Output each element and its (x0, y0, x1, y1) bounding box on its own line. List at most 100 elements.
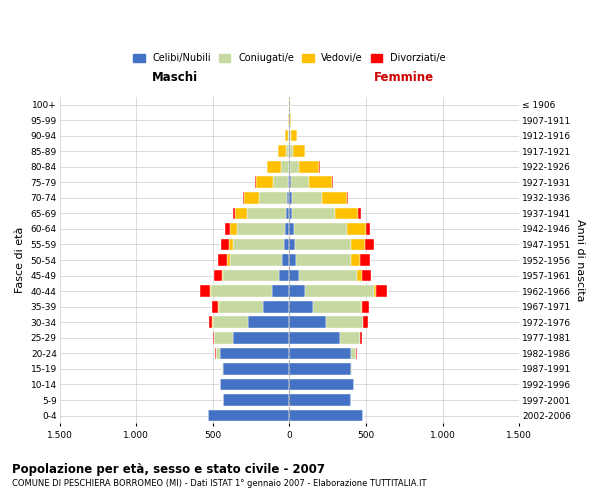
Bar (289, 208, 292, 219)
Bar (326, 316, 363, 328)
Bar (212, 301, 218, 312)
Bar (288, 130, 289, 141)
Bar (227, 254, 230, 266)
Bar (289, 270, 299, 281)
Bar (309, 176, 332, 188)
Bar (278, 146, 286, 157)
Bar (335, 208, 358, 219)
Bar (340, 332, 360, 344)
Bar (214, 270, 222, 281)
Bar (352, 238, 365, 250)
Bar (293, 146, 305, 157)
Bar (365, 238, 374, 250)
Bar (223, 363, 289, 375)
Bar (292, 208, 335, 219)
Bar (374, 286, 376, 297)
Bar (289, 254, 296, 266)
Bar (360, 332, 362, 344)
Bar (263, 301, 289, 312)
Bar (229, 238, 233, 250)
Bar (358, 270, 362, 281)
Bar (289, 316, 326, 328)
Bar (358, 208, 361, 219)
Bar (289, 301, 313, 312)
Bar (281, 254, 289, 266)
Bar (347, 192, 348, 203)
Bar (259, 192, 287, 203)
Bar (322, 192, 347, 203)
Bar (208, 410, 289, 422)
Bar (244, 192, 259, 203)
Bar (233, 208, 235, 219)
Bar (286, 208, 289, 219)
Bar (352, 254, 360, 266)
Bar (290, 176, 309, 188)
Bar (290, 130, 291, 141)
Bar (299, 270, 358, 281)
Bar (220, 378, 289, 390)
Bar (296, 254, 352, 266)
Bar (212, 332, 214, 344)
Bar (221, 238, 229, 250)
Bar (289, 286, 305, 297)
Bar (248, 316, 289, 328)
Bar (218, 254, 227, 266)
Bar (223, 270, 278, 281)
Bar (350, 348, 356, 359)
Bar (281, 161, 289, 172)
Bar (290, 161, 299, 172)
Bar (289, 378, 353, 390)
Bar (284, 238, 289, 250)
Bar (362, 301, 368, 312)
Bar (243, 192, 244, 203)
Bar (289, 363, 350, 375)
Bar (235, 208, 247, 219)
Bar (200, 286, 211, 297)
Bar (289, 176, 290, 188)
Bar (289, 192, 292, 203)
Bar (285, 223, 289, 235)
Bar (230, 254, 281, 266)
Bar (213, 316, 248, 328)
Bar (225, 223, 230, 235)
Bar (273, 176, 288, 188)
Bar (267, 161, 281, 172)
Bar (223, 394, 289, 406)
Bar (363, 316, 364, 328)
Bar (293, 223, 347, 235)
Bar (291, 130, 297, 141)
Bar (313, 301, 361, 312)
Bar (305, 286, 374, 297)
Bar (289, 394, 350, 406)
Bar (230, 223, 237, 235)
Text: Popolazione per età, sesso e stato civile - 2007: Popolazione per età, sesso e stato civil… (12, 462, 325, 475)
Bar (216, 348, 220, 359)
Bar (364, 316, 368, 328)
Bar (295, 238, 352, 250)
Text: Femmine: Femmine (374, 72, 434, 85)
Bar (290, 146, 293, 157)
Bar (219, 301, 263, 312)
Bar (362, 270, 371, 281)
Bar (289, 410, 363, 422)
Bar (347, 223, 365, 235)
Bar (288, 114, 289, 126)
Bar (289, 238, 295, 250)
Bar (376, 286, 388, 297)
Bar (247, 208, 286, 219)
Bar (360, 254, 370, 266)
Legend: Celibi/Nubili, Coniugati/e, Vedovi/e, Divorziati/e: Celibi/Nubili, Coniugati/e, Vedovi/e, Di… (129, 50, 449, 67)
Text: COMUNE DI PESCHIERA BORROMEO (MI) - Dati ISTAT 1° gennaio 2007 - Elaborazione TU: COMUNE DI PESCHIERA BORROMEO (MI) - Dati… (12, 479, 427, 488)
Bar (209, 316, 212, 328)
Bar (289, 223, 293, 235)
Bar (289, 332, 340, 344)
Bar (350, 363, 352, 375)
Bar (289, 348, 350, 359)
Bar (214, 332, 233, 344)
Bar (356, 348, 357, 359)
Y-axis label: Fasce di età: Fasce di età (15, 227, 25, 293)
Bar (361, 301, 362, 312)
Text: Maschi: Maschi (151, 72, 197, 85)
Bar (256, 176, 273, 188)
Bar (288, 176, 289, 188)
